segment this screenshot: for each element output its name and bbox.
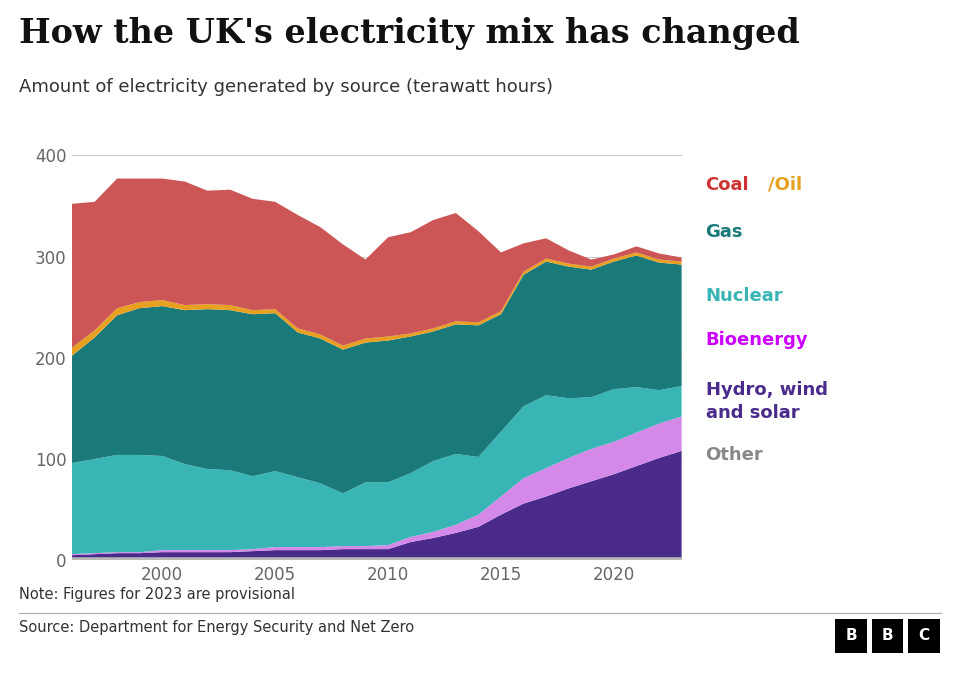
Text: Note: Figures for 2023 are provisional: Note: Figures for 2023 are provisional bbox=[19, 587, 296, 602]
Text: Bioenergy: Bioenergy bbox=[706, 331, 808, 349]
Text: Coal: Coal bbox=[706, 176, 749, 194]
Text: Hydro, wind
and solar: Hydro, wind and solar bbox=[706, 381, 828, 422]
Text: Amount of electricity generated by source (terawatt hours): Amount of electricity generated by sourc… bbox=[19, 78, 553, 96]
Text: C: C bbox=[919, 628, 929, 643]
Text: Gas: Gas bbox=[706, 223, 743, 241]
Text: Other: Other bbox=[706, 446, 763, 464]
Text: /Oil: /Oil bbox=[768, 176, 803, 194]
Text: B: B bbox=[845, 628, 857, 643]
Text: Nuclear: Nuclear bbox=[706, 287, 783, 305]
Text: Source: Department for Energy Security and Net Zero: Source: Department for Energy Security a… bbox=[19, 620, 415, 634]
Text: How the UK's electricity mix has changed: How the UK's electricity mix has changed bbox=[19, 17, 800, 50]
Text: B: B bbox=[881, 628, 894, 643]
